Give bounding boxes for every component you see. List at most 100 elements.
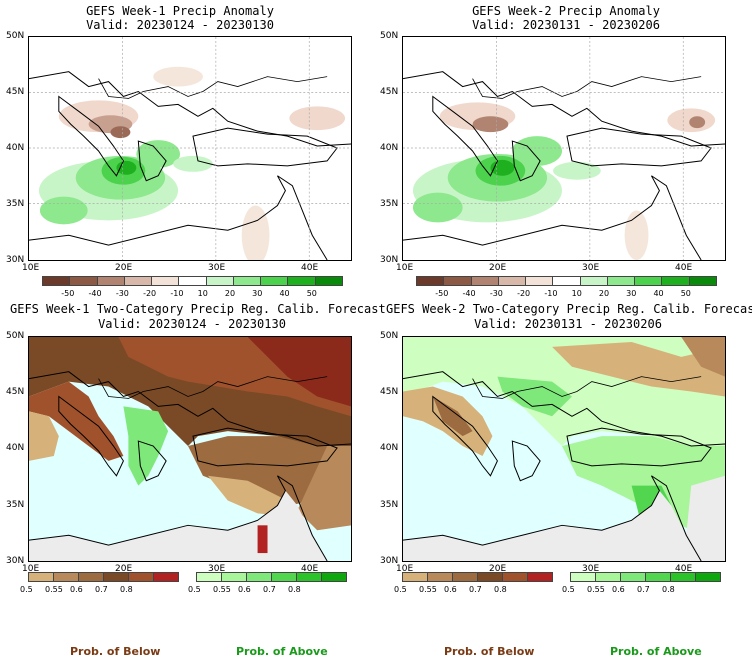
panel2-lon-20: 20E [489, 263, 507, 273]
panel1-map [28, 36, 352, 261]
below-colorbar-swatch [128, 572, 154, 582]
panel2-lat-50: 50N [380, 31, 399, 41]
anomaly-colorbar-swatch [416, 276, 445, 286]
panel2-lat-40: 40N [380, 143, 399, 153]
anomaly-colorbar-label: 30 [626, 289, 637, 298]
panel2-map [402, 36, 726, 261]
panel3-below-colorbar: 0.5 0.55 0.6 0.7 0.8 [20, 572, 179, 594]
above-colorbar-label: 0.55 [587, 585, 605, 594]
above-colorbar-swatch [221, 572, 247, 582]
panel1-lon-40: 40E [301, 263, 319, 273]
anomaly-colorbar-swatch [661, 276, 690, 286]
below-colorbar-swatch [78, 572, 104, 582]
above-colorbar-label: 0.5 [562, 585, 575, 594]
panel1-lat-40: 40N [6, 143, 25, 153]
panel4-lat-30: 30N [380, 556, 399, 566]
above-colorbar-swatch [296, 572, 322, 582]
anomaly-colorbar-label: -10 [170, 289, 184, 298]
anomaly-colorbar-label: 50 [306, 289, 317, 298]
panel2-anomaly-colorbar: -50 -40 -30 -20 -10 10 20 30 40 50 [416, 276, 717, 298]
below-colorbar-swatch [103, 572, 129, 582]
anomaly-colorbar-swatch [287, 276, 316, 286]
anomaly-colorbar-label: -30 [115, 289, 129, 298]
above-colorbar-label: 0.6 [612, 585, 625, 594]
panel3-lat-35: 35N [6, 500, 25, 510]
panel3-lat-30: 30N [6, 556, 25, 566]
panel1-lat-50: 50N [6, 31, 25, 41]
anomaly-colorbar-swatch [579, 276, 608, 286]
anomaly-colorbar-label: 30 [252, 289, 263, 298]
anomaly-colorbar-label: -30 [489, 289, 503, 298]
panel4-lat-50: 50N [380, 331, 399, 341]
anomaly-colorbar-label: 20 [598, 289, 610, 298]
panel3-lon-40: 40E [301, 564, 319, 574]
anomaly-colorbar-swatch [205, 276, 234, 286]
anomaly-colorbar-label: -40 [88, 289, 102, 298]
below-colorbar-label: 0.6 [70, 585, 83, 594]
anomaly-colorbar-swatch [178, 276, 207, 286]
below-colorbar-label: 0.6 [444, 585, 457, 594]
panel3-map [28, 336, 352, 562]
anomaly-colorbar-swatch [688, 276, 717, 286]
panel4-below-caption: Prob. of Below [444, 645, 535, 658]
panel4-lat-45: 45N [380, 387, 399, 397]
anomaly-colorbar-swatch [497, 276, 527, 286]
below-colorbar-swatch [28, 572, 54, 582]
above-colorbar-swatch [670, 572, 696, 582]
above-colorbar-swatch [620, 572, 646, 582]
anomaly-colorbar-swatch [606, 276, 636, 286]
anomaly-colorbar-label: 20 [224, 289, 236, 298]
above-colorbar-label: 0.7 [263, 585, 276, 594]
above-colorbar-label: 0.5 [188, 585, 201, 594]
panel4-title: GEFS Week-2 Two-Category Precip Reg. Cal… [386, 302, 752, 316]
below-colorbar-swatch [402, 572, 428, 582]
anomaly-colorbar-swatch [634, 276, 663, 286]
below-colorbar-swatch [427, 572, 453, 582]
anomaly-colorbar-label: -50 [435, 289, 449, 298]
panel3-lat-45: 45N [6, 387, 25, 397]
above-colorbar-label: 0.8 [662, 585, 675, 594]
above-colorbar-swatch [196, 572, 222, 582]
panel2-lon-30: 30E [582, 263, 600, 273]
panel3-lon-30: 30E [208, 564, 226, 574]
above-colorbar-swatch [246, 572, 272, 582]
anomaly-colorbar-swatch [151, 276, 180, 286]
below-colorbar-swatch [502, 572, 528, 582]
below-colorbar-swatch [477, 572, 503, 582]
above-colorbar-swatch [595, 572, 621, 582]
anomaly-colorbar-label: 10 [571, 289, 582, 298]
below-colorbar-swatch [527, 572, 553, 582]
anomaly-colorbar-label: 40 [279, 289, 290, 298]
panel4-map [402, 336, 726, 562]
panel3-above-colorbar: 0.5 0.55 0.6 0.7 0.8 [188, 572, 347, 594]
above-colorbar-label: 0.6 [238, 585, 251, 594]
above-colorbar-label: 0.7 [637, 585, 650, 594]
below-colorbar-label: 0.8 [494, 585, 507, 594]
panel1-lat-35: 35N [6, 199, 25, 209]
below-colorbar-label: 0.7 [95, 585, 108, 594]
below-colorbar-swatch [153, 572, 179, 582]
below-colorbar-swatch [53, 572, 79, 582]
below-colorbar-label: 0.7 [469, 585, 482, 594]
anomaly-colorbar-label: 50 [680, 289, 691, 298]
panel4-lon-30: 30E [582, 564, 600, 574]
panel3-valid: Valid: 20230124 - 20230130 [98, 317, 286, 331]
panel1-lon-30: 30E [208, 263, 226, 273]
anomaly-colorbar-label: 10 [197, 289, 208, 298]
panel2-lat-30: 30N [380, 255, 399, 265]
panel3-lon-10: 10E [22, 564, 40, 574]
panel4-above-colorbar: 0.5 0.55 0.6 0.7 0.8 [562, 572, 721, 594]
anomaly-colorbar-swatch [525, 276, 554, 286]
panel2-lon-10: 10E [396, 263, 414, 273]
above-colorbar-swatch [321, 572, 347, 582]
panel4-valid: Valid: 20230131 - 20230206 [474, 317, 662, 331]
panel4-above-caption: Prob. of Above [610, 645, 702, 658]
panel2-valid: Valid: 20230131 - 20230206 [472, 18, 660, 32]
panel1-title: GEFS Week-1 Precip Anomaly [86, 4, 274, 18]
panel3-lat-40: 40N [6, 443, 25, 453]
above-colorbar-swatch [271, 572, 297, 582]
panel4-lat-40: 40N [380, 443, 399, 453]
anomaly-colorbar-label: -20 [517, 289, 531, 298]
anomaly-colorbar-swatch [42, 276, 71, 286]
panel4-below-colorbar: 0.5 0.55 0.6 0.7 0.8 [394, 572, 553, 594]
